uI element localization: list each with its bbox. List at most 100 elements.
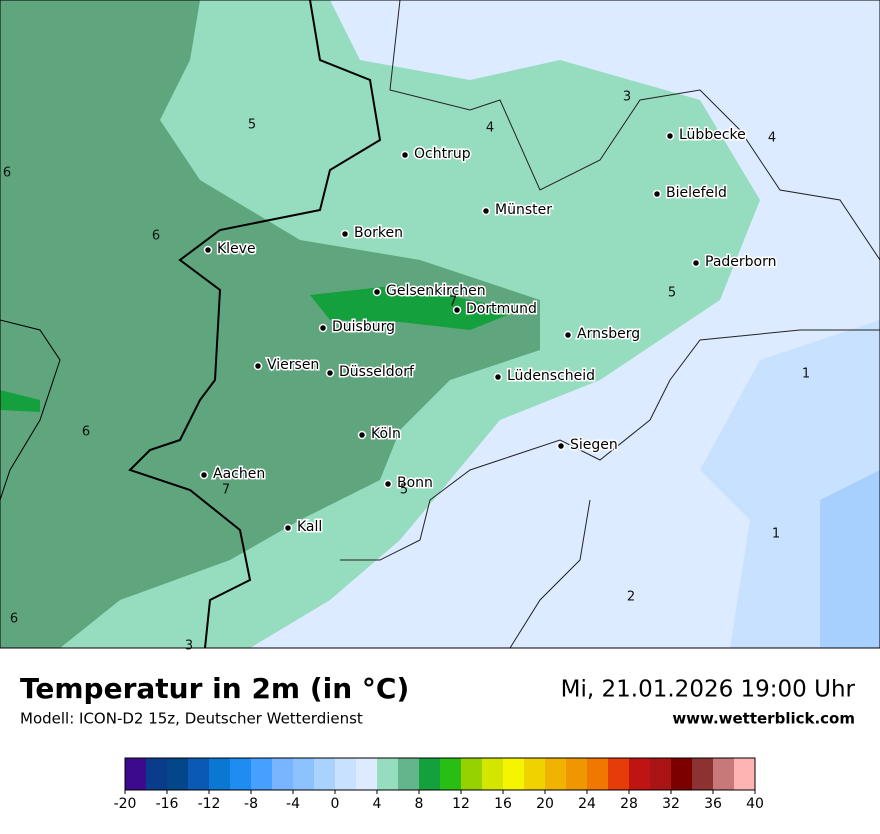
city-label: Kall	[297, 519, 322, 535]
city-label: Borken	[354, 225, 403, 241]
city-label: Siegen	[570, 437, 618, 453]
legend-cell	[503, 758, 525, 790]
warm-area	[0, 0, 540, 648]
legend-cell	[335, 758, 357, 790]
legend-cell	[734, 758, 756, 790]
city-label: Aachen	[213, 466, 265, 482]
legend-cell	[167, 758, 189, 790]
legend-cell	[692, 758, 714, 790]
legend-cell	[566, 758, 588, 790]
legend-cell	[146, 758, 168, 790]
city-dot	[357, 430, 367, 440]
city-label: Lübbecke	[679, 127, 746, 143]
contour-label: 6	[10, 612, 18, 627]
datetime: Mi, 21.01.2026 19:00 Uhr	[561, 677, 856, 703]
legend-cell	[125, 758, 147, 790]
legend-cell	[524, 758, 546, 790]
city-dot	[493, 372, 503, 382]
contour-label: 1	[802, 367, 810, 382]
city-dot	[556, 441, 566, 451]
legend-cell	[545, 758, 567, 790]
legend-tick-label: 24	[578, 796, 596, 812]
city-label: Viersen	[267, 357, 319, 373]
city-label: Münster	[495, 202, 552, 218]
region-border	[389, 0, 880, 261]
city-dot	[691, 258, 701, 268]
city-dot	[253, 361, 263, 371]
contour-label: 4	[486, 121, 494, 136]
map-frame	[0, 0, 880, 649]
legend-tick-label: 20	[536, 796, 554, 812]
city-label: Arnsberg	[577, 326, 640, 342]
legend-cell	[188, 758, 210, 790]
city-dot	[372, 287, 382, 297]
contour-label: 6	[152, 229, 160, 244]
cold-area	[820, 470, 880, 648]
legend-cell	[314, 758, 336, 790]
legend-cell	[671, 758, 693, 790]
legend-cell	[272, 758, 294, 790]
legend-cell	[587, 758, 609, 790]
legend-tick-label: -12	[198, 796, 221, 812]
city-dot	[318, 323, 328, 333]
city-dot	[325, 368, 335, 378]
legend-cell	[650, 758, 672, 790]
legend-tick-label: -16	[156, 796, 179, 812]
city-label: Düsseldorf	[339, 364, 415, 380]
city-dot	[383, 479, 393, 489]
contour-label: 4	[768, 131, 776, 146]
warmest-area	[0, 390, 40, 412]
contour-label: 1	[772, 527, 780, 542]
legend-tick-label: 16	[494, 796, 512, 812]
city-dot	[340, 229, 350, 239]
border	[0, 319, 61, 501]
city-label: Paderborn	[705, 254, 776, 270]
legend-tick-label: 0	[331, 796, 340, 812]
city-label: Gelsenkirchen	[386, 283, 486, 299]
city-dot	[652, 189, 662, 199]
title: Temperatur in 2m (in °C)	[20, 672, 409, 705]
contour-label: 2	[627, 590, 635, 605]
legend-frame	[124, 757, 756, 791]
city-label: Lüdenscheid	[507, 368, 595, 384]
contour-label: 5	[400, 483, 408, 498]
legend-tick-label: 28	[620, 796, 638, 812]
legend-cell	[713, 758, 735, 790]
contour-label: 3	[623, 90, 631, 105]
legend-cell	[608, 758, 630, 790]
legend-tick-label: 4	[373, 796, 382, 812]
legend-cell	[629, 758, 651, 790]
contour-label: 6	[82, 425, 90, 440]
contour-label: 7	[222, 483, 230, 498]
legend-cell	[440, 758, 462, 790]
city-label: Köln	[371, 426, 401, 442]
legend-tick-label: -20	[114, 796, 137, 812]
city-label: Duisburg	[332, 319, 395, 335]
legend-cell	[230, 758, 252, 790]
legend-cell	[251, 758, 273, 790]
contour-label: 3	[185, 639, 193, 654]
contour-label: 7	[449, 295, 457, 310]
legend-cell	[293, 758, 315, 790]
border	[128, 0, 382, 649]
region-border	[509, 499, 591, 649]
city-label: Dortmund	[466, 301, 537, 317]
city-label: Bielefeld	[666, 185, 727, 201]
legend-cell	[461, 758, 483, 790]
legend-tick-label: 8	[415, 796, 424, 812]
legend-tick-label: 32	[662, 796, 680, 812]
region-border	[340, 329, 880, 561]
website: www.wetterblick.com	[672, 710, 855, 728]
contour-label: 6	[3, 166, 11, 181]
city-label: Kleve	[217, 241, 256, 257]
legend-tick-label: 40	[746, 796, 764, 812]
city-dot	[665, 131, 675, 141]
city-dot	[481, 206, 491, 216]
contour-label: 5	[248, 118, 256, 133]
legend-cell	[377, 758, 399, 790]
city-dot	[563, 330, 573, 340]
legend-tick-label: 36	[704, 796, 722, 812]
model-info: Modell: ICON-D2 15z, Deutscher Wetterdie…	[20, 710, 363, 728]
